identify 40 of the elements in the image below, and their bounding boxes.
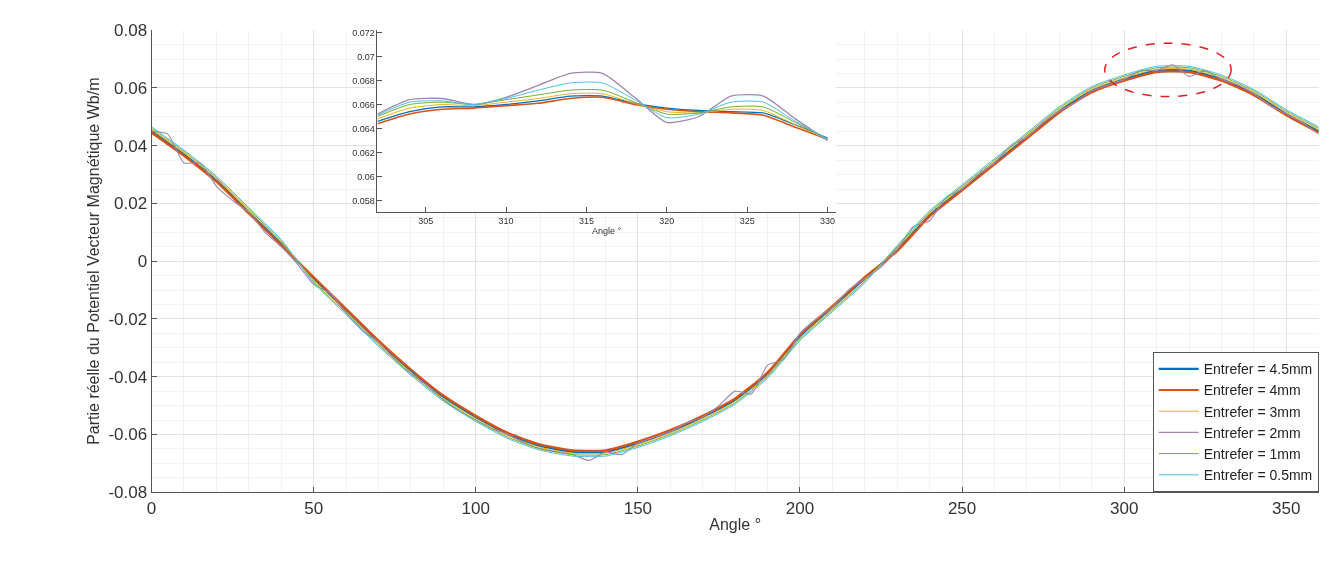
y-tick-label: 0.07	[357, 51, 375, 62]
y-tick-label: 0.06	[114, 78, 148, 98]
y-tick-label: 0.066	[352, 99, 375, 110]
y-tick-label: 0.058	[352, 195, 375, 206]
legend-label: Entrefer = 4mm	[1203, 382, 1301, 399]
y-tick-label: 0.02	[114, 194, 148, 214]
y-tick-label: -0.04	[108, 367, 148, 387]
y-tick-label: 0.062	[352, 147, 375, 158]
y-tick-label: 0.08	[114, 21, 148, 41]
x-tick-label: 330	[820, 216, 836, 227]
x-tick-label: 320	[659, 216, 675, 227]
x-axis-title: Angle °	[709, 516, 762, 534]
x-tick-label: 325	[739, 216, 755, 227]
x-tick-label: 250	[947, 498, 977, 518]
x-tick-label: 350	[1272, 498, 1301, 518]
y-tick-label: 0.068	[352, 75, 375, 86]
x-tick-label: 300	[1110, 498, 1139, 518]
y-tick-label: 0.04	[114, 136, 148, 156]
y-tick-label: 0.06	[357, 171, 375, 182]
legend-label: Entrefer = 0.5mm	[1203, 467, 1313, 484]
x-tick-label: 315	[578, 216, 594, 227]
x-tick-label: 305	[418, 216, 434, 227]
y-tick-label: 0	[137, 252, 148, 272]
legend-label: Entrefer = 4.5mm	[1203, 361, 1313, 378]
y-tick-label: -0.08	[108, 483, 148, 503]
x-tick-label: 50	[304, 498, 324, 518]
legend-label: Entrefer = 1mm	[1203, 446, 1301, 463]
x-tick-label: 200	[785, 498, 815, 518]
y-tick-label: 0.072	[352, 27, 375, 38]
y-tick-label: -0.06	[108, 425, 148, 445]
x-tick-label: 100	[461, 498, 490, 518]
x-tick-label: 150	[623, 498, 653, 518]
line-series	[377, 71, 829, 142]
x-axis-title: Angle °	[591, 226, 622, 237]
legend-label: Entrefer = 3mm	[1203, 403, 1301, 420]
legend-label: Entrefer = 2mm	[1203, 424, 1301, 441]
y-axis-title: Partie réelle du Potentiel Vecteur Magnétique Wb/m	[85, 77, 103, 445]
x-tick-label: 310	[498, 216, 514, 227]
y-tick-label: -0.02	[108, 309, 148, 329]
y-tick-label: 0.064	[352, 123, 375, 134]
